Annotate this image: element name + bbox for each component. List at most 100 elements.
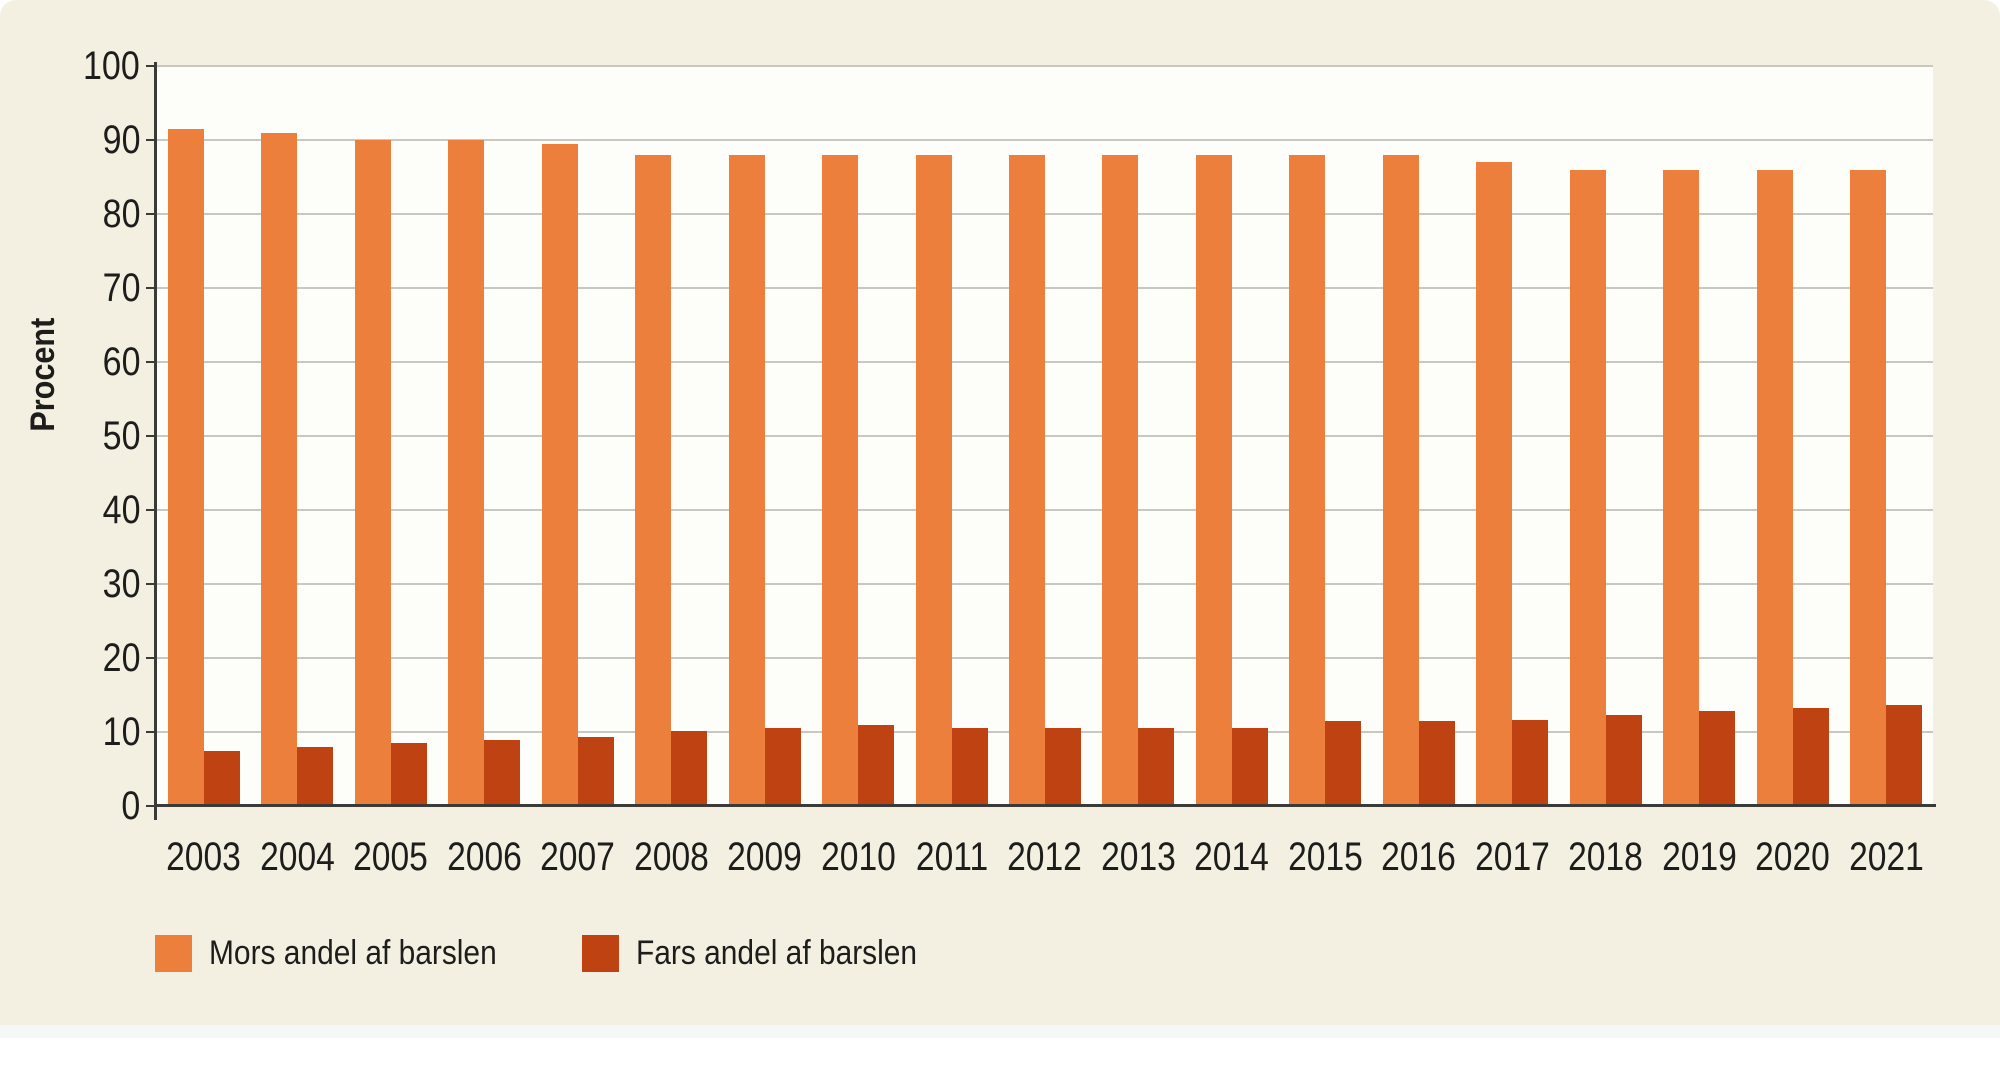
legend-label-mors: Mors andel af barslen [209, 933, 536, 973]
y-tick-label-text: 70 [102, 266, 140, 310]
bar-fars-2009 [764, 727, 801, 806]
y-tick-mark-0 [146, 805, 157, 807]
x-tick-label-2014: 2014 [1185, 832, 1278, 882]
bar-fars-2014 [1231, 727, 1268, 806]
bar-mors-2017 [1476, 162, 1513, 806]
y-tick-mark-10 [146, 731, 157, 733]
y-tick-label-text: 10 [102, 710, 140, 754]
x-tick-label-text: 2006 [446, 835, 522, 879]
bar-group-2020 [1746, 66, 1839, 806]
legend-label-fars-text: Fars andel af barslen [635, 934, 918, 972]
y-tick-label-80: 80 [28, 189, 140, 239]
bar-mors-2011 [915, 154, 952, 806]
x-tick-label-text: 2021 [1848, 835, 1924, 879]
bar-group-2017 [1466, 66, 1559, 806]
y-tick-mark-100 [146, 65, 157, 67]
bar-fars-2003 [203, 750, 240, 806]
bar-group-2010 [811, 66, 904, 806]
x-axis-line [154, 804, 1936, 807]
bar-group-2003 [157, 66, 250, 806]
x-tick-label-2011: 2011 [905, 832, 998, 882]
y-tick-mark-90 [146, 139, 157, 141]
x-tick-label-2020: 2020 [1746, 832, 1839, 882]
x-tick-label-text: 2012 [1007, 835, 1083, 879]
plot-area [157, 65, 1933, 806]
legend-label-mors-text: Mors andel af barslen [209, 934, 497, 972]
bar-fars-2016 [1418, 720, 1455, 806]
bar-mors-2007 [541, 143, 578, 806]
bar-fars-2018 [1605, 714, 1642, 806]
bar-fars-2005 [390, 743, 427, 806]
x-tick-label-2004: 2004 [250, 832, 343, 882]
gridline-40 [157, 509, 1933, 511]
bar-mors-2013 [1102, 154, 1139, 806]
bar-mors-2005 [354, 140, 391, 806]
bar-group-2005 [344, 66, 437, 806]
x-tick-label-2005: 2005 [344, 832, 437, 882]
bar-group-2008 [624, 66, 717, 806]
bar-fars-2017 [1512, 720, 1549, 806]
legend-item-fars: Fars andel af barslen [581, 933, 955, 973]
x-tick-label-2010: 2010 [811, 832, 904, 882]
x-tick-label-2015: 2015 [1279, 832, 1372, 882]
x-tick-label-text: 2003 [166, 835, 242, 879]
bar-group-2004 [250, 66, 343, 806]
y-tick-label-90: 90 [28, 115, 140, 165]
x-tick-label-text: 2004 [259, 835, 335, 879]
y-tick-label-text: 20 [102, 636, 140, 680]
y-tick-label-text: 30 [102, 562, 140, 606]
x-tick-label-2018: 2018 [1559, 832, 1652, 882]
x-tick-label-text: 2005 [353, 835, 429, 879]
x-axis-labels: 2003 2004 2005 2006 2007 2008 2009 2010 2011 2012… [157, 832, 1933, 884]
bar-fars-2006 [484, 740, 521, 806]
y-tick-label-70: 70 [28, 263, 140, 313]
bar-fars-2010 [858, 724, 895, 806]
bar-mors-2021 [1850, 169, 1887, 806]
panel-edge-shadow [0, 1025, 2000, 1038]
gridline-80 [157, 213, 1933, 215]
y-tick-mark-80 [146, 213, 157, 215]
gridline-90 [157, 139, 1933, 141]
bar-mors-2009 [728, 154, 765, 806]
y-tick-mark-20 [146, 657, 157, 659]
x-tick-label-2021: 2021 [1840, 832, 1933, 882]
bar-mors-2006 [448, 140, 485, 806]
bar-mors-2012 [1008, 154, 1045, 806]
bar-fars-2020 [1792, 708, 1829, 806]
y-tick-mark-60 [146, 361, 157, 363]
x-tick-label-2017: 2017 [1466, 832, 1559, 882]
y-tick-mark-40 [146, 509, 157, 511]
x-tick-label-text: 2017 [1474, 835, 1550, 879]
y-tick-label-30: 30 [28, 559, 140, 609]
bar-fars-2004 [297, 746, 334, 806]
bar-group-2021 [1840, 66, 1933, 806]
x-tick-label-text: 2010 [820, 835, 896, 879]
bar-mors-2019 [1663, 169, 1700, 806]
y-tick-label-0: 0 [28, 781, 140, 831]
chart-panel: Procent 0 10 20 30 40 50 60 70 80 90 100 2003 2004 2… [0, 0, 2000, 1025]
x-tick-label-text: 2011 [915, 835, 988, 879]
bar-fars-2019 [1699, 711, 1736, 806]
bar-fars-2012 [1044, 727, 1081, 806]
bar-mors-2020 [1756, 169, 1793, 806]
x-tick-label-2016: 2016 [1372, 832, 1465, 882]
x-tick-label-text: 2007 [540, 835, 615, 879]
legend-swatch-fars [581, 934, 619, 972]
bar-mors-2003 [167, 128, 204, 806]
gridline-30 [157, 583, 1933, 585]
y-tick-label-text: 40 [102, 488, 140, 532]
x-tick-label-text: 2018 [1568, 835, 1644, 879]
bar-group-2009 [718, 66, 811, 806]
bar-fars-2015 [1325, 720, 1362, 806]
bar-fars-2008 [671, 730, 708, 806]
bar-fars-2021 [1886, 705, 1923, 806]
bar-mors-2014 [1195, 154, 1232, 806]
bar-group-2018 [1559, 66, 1652, 806]
x-tick-label-text: 2019 [1661, 835, 1737, 879]
x-tick-label-text: 2014 [1194, 835, 1270, 879]
x-tick-label-text: 2013 [1101, 835, 1176, 879]
bar-fars-2007 [577, 737, 614, 806]
y-tick-label-40: 40 [28, 485, 140, 535]
gridline-100 [157, 65, 1933, 67]
